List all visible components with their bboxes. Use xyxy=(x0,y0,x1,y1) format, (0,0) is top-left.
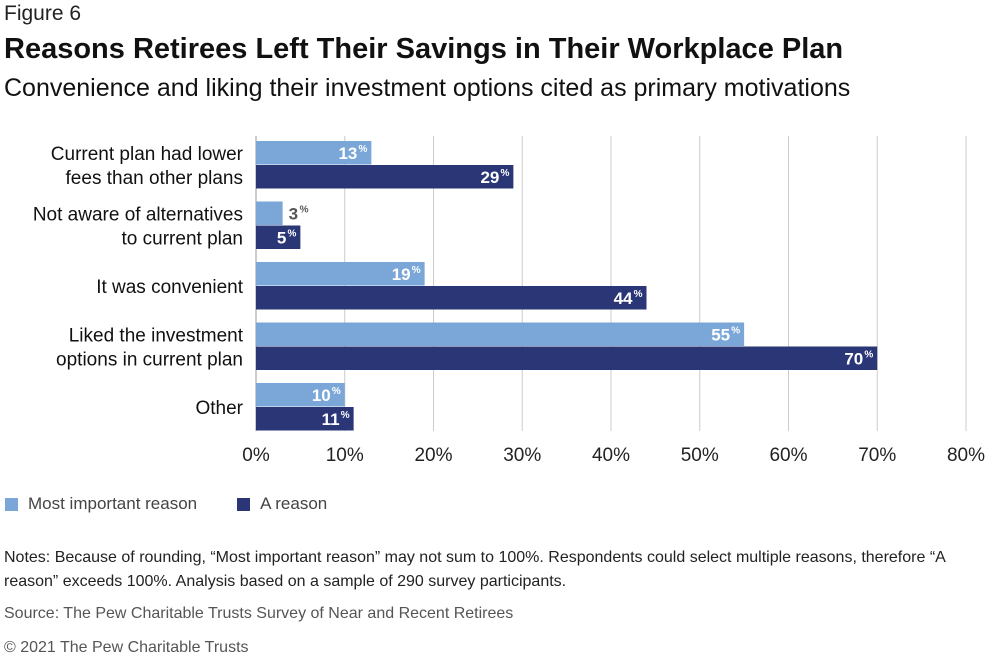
data-label: 5 xyxy=(277,228,286,247)
category-label: to current plan xyxy=(122,228,243,249)
x-tick-labels: 0% 10% 20% 30% 40% 50% 60% 70% 80% xyxy=(242,445,985,466)
data-label-suffix: % xyxy=(287,228,296,239)
category-label: options in current plan xyxy=(56,349,243,370)
legend-item-a-reason: A reason xyxy=(237,494,327,514)
data-labels: 13 %29 %3 %5 %19 %44 %55 %70 %10 %11% xyxy=(277,144,873,429)
bar-most-important xyxy=(256,201,283,225)
data-label: 10 xyxy=(312,386,331,405)
bar-most-important xyxy=(256,262,425,286)
legend-swatch-a-reason xyxy=(237,497,251,511)
data-label: 70 xyxy=(844,349,863,368)
bars xyxy=(256,141,878,431)
x-tick-label: 70% xyxy=(858,445,896,466)
data-label-suffix: % xyxy=(358,144,367,155)
category-label: fees than other plans xyxy=(66,168,243,189)
data-label: 19 xyxy=(392,265,411,284)
data-label-suffix: % xyxy=(300,204,309,215)
data-label: 11 xyxy=(322,410,340,429)
bar-a-reason xyxy=(256,165,514,189)
x-tick-label: 20% xyxy=(414,445,452,466)
bar-most-important xyxy=(256,322,745,346)
data-label: 29 xyxy=(480,168,499,187)
copyright: © 2021 The Pew Charitable Trusts xyxy=(4,639,249,656)
legend: Most important reason A reason xyxy=(5,494,367,514)
data-label: 44 xyxy=(614,289,633,308)
data-label-suffix: % xyxy=(634,289,643,300)
bar-most-important xyxy=(256,383,345,407)
legend-label-most-important: Most important reason xyxy=(28,494,198,513)
category-label: It was convenient xyxy=(96,277,244,298)
figure-label: Figure 6 xyxy=(4,2,82,25)
x-tick-label: 10% xyxy=(326,445,364,466)
data-label: 3 xyxy=(289,204,298,223)
category-label: Not aware of alternatives xyxy=(33,204,243,225)
category-label: Other xyxy=(195,398,243,419)
x-tick-label: 30% xyxy=(503,445,541,466)
bar-most-important xyxy=(256,141,372,165)
source: Source: The Pew Charitable Trusts Survey… xyxy=(4,605,514,622)
bar-a-reason xyxy=(256,346,878,370)
x-tick-label: 80% xyxy=(947,445,985,466)
legend-item-most-important: Most important reason xyxy=(5,494,197,514)
x-tick-label: 50% xyxy=(681,445,719,466)
bar-a-reason xyxy=(256,225,301,249)
data-label: 13 xyxy=(338,144,357,163)
data-label-suffix: % xyxy=(864,349,873,360)
chart-title: Reasons Retirees Left Their Savings in T… xyxy=(4,33,844,65)
x-tick-label: 0% xyxy=(242,445,270,466)
bar-a-reason xyxy=(256,407,354,431)
data-label-suffix: % xyxy=(341,410,350,421)
data-label: 55 xyxy=(711,325,730,344)
bar-a-reason xyxy=(256,286,647,310)
bar-chart: 13 %29 %3 %5 %19 %44 %55 %70 %10 %11% Current pla… xyxy=(33,136,985,466)
category-labels: Current plan had lower fees than other pl… xyxy=(33,144,244,419)
x-tick-label: 60% xyxy=(769,445,807,466)
data-label-suffix: % xyxy=(500,168,509,179)
notes: Notes: Because of rounding, “Most import… xyxy=(4,549,945,590)
legend-label-a-reason: A reason xyxy=(260,494,328,513)
chart-subtitle: Convenience and liking their investment … xyxy=(4,74,851,102)
legend-swatch-most-important xyxy=(5,497,18,511)
category-label: Liked the investment xyxy=(69,325,244,346)
category-label: Current plan had lower xyxy=(51,144,244,165)
x-tick-label: 40% xyxy=(592,445,630,466)
data-label-suffix: % xyxy=(731,325,740,336)
data-label-suffix: % xyxy=(412,265,421,276)
data-label-suffix: % xyxy=(332,386,341,397)
